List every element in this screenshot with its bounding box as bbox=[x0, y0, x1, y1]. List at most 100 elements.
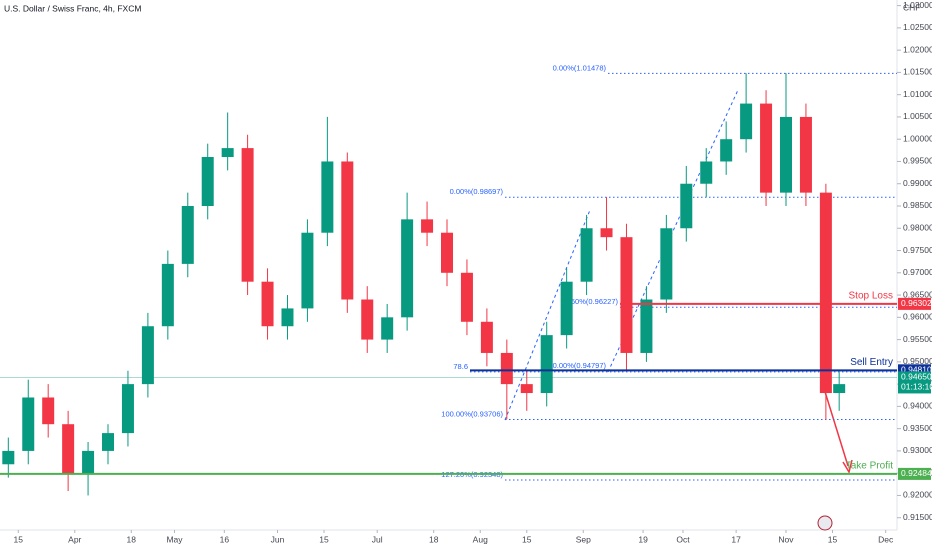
y-tick-label: 0.99000 bbox=[903, 178, 932, 188]
candle-body bbox=[700, 161, 713, 184]
candle-body bbox=[401, 219, 414, 318]
countdown: 01:13:10 bbox=[901, 382, 932, 392]
candle-body bbox=[760, 103, 773, 193]
y-tick-label: 0.97000 bbox=[903, 267, 932, 277]
candle-body bbox=[381, 317, 394, 340]
candle-body bbox=[62, 424, 75, 474]
x-tick-label: Jun bbox=[271, 534, 285, 544]
candle-body bbox=[660, 228, 673, 300]
candle-body bbox=[540, 335, 553, 394]
candle-body bbox=[261, 281, 274, 327]
fib-label: 78.60%(0.96227) bbox=[560, 297, 618, 306]
axis-unit: CHF bbox=[903, 2, 920, 12]
candle-body bbox=[560, 281, 573, 336]
arrow-head bbox=[842, 459, 853, 474]
x-tick-label: 17 bbox=[731, 534, 741, 544]
candle-body bbox=[620, 237, 633, 353]
y-tick-label: 0.93500 bbox=[903, 423, 932, 433]
candle-body bbox=[819, 192, 832, 394]
candle-body bbox=[321, 161, 334, 233]
y-tick-label: 1.01000 bbox=[903, 89, 932, 99]
candle-body bbox=[799, 116, 812, 193]
candle-body bbox=[201, 157, 214, 206]
x-tick-label: 15 bbox=[522, 534, 532, 544]
candle-body bbox=[833, 384, 846, 394]
y-tick-label: 0.93000 bbox=[903, 445, 932, 455]
last-price-tag bbox=[898, 371, 931, 394]
level-name: Stop Loss bbox=[849, 291, 893, 302]
x-tick-label: Apr bbox=[68, 534, 81, 544]
fib-label: 100.00%(0.93706) bbox=[441, 409, 503, 418]
x-tick-label: May bbox=[166, 534, 183, 544]
flag-icon[interactable] bbox=[817, 515, 833, 531]
y-tick-label: 0.99500 bbox=[903, 156, 932, 166]
level-name: Sell Entry bbox=[850, 357, 893, 368]
x-tick-label: 16 bbox=[220, 534, 230, 544]
y-tick-label: 0.94000 bbox=[903, 401, 932, 411]
x-tick-label: Dec bbox=[878, 534, 894, 544]
fib-anchor bbox=[504, 209, 591, 421]
x-tick-label: Jul bbox=[372, 534, 383, 544]
y-tick-label: 1.00500 bbox=[903, 111, 932, 121]
y-tick-label: 0.92000 bbox=[903, 490, 932, 500]
level-value: 0.96302 bbox=[901, 298, 932, 308]
x-tick-label: 15 bbox=[14, 534, 24, 544]
candle-body bbox=[281, 308, 294, 327]
y-tick-label: 0.95000 bbox=[903, 356, 932, 366]
candle-body bbox=[141, 326, 154, 385]
y-tick-label: 1.02000 bbox=[903, 44, 932, 54]
candle-body bbox=[600, 228, 613, 238]
chart-title: U.S. Dollar / Swiss Franc, 4h, FXCM bbox=[4, 3, 141, 13]
candle-body bbox=[500, 352, 513, 385]
x-tick-label: Aug bbox=[473, 534, 488, 544]
level-name: Take Profit bbox=[846, 461, 893, 472]
candle-body bbox=[82, 450, 95, 474]
y-tick-label: 0.98500 bbox=[903, 200, 932, 210]
candle-body bbox=[241, 148, 254, 282]
candle-body bbox=[779, 116, 792, 193]
level-tag bbox=[898, 467, 931, 480]
fib-label: 0.00%(0.98697) bbox=[450, 187, 504, 196]
candle-body bbox=[22, 397, 35, 451]
fib-label: 100.00%(0.94797) bbox=[544, 361, 606, 370]
last-price-value: 0.94650 bbox=[901, 372, 932, 382]
candle-body bbox=[221, 148, 234, 158]
candle-body bbox=[680, 183, 693, 229]
candle-body bbox=[421, 219, 434, 233]
candle-body bbox=[121, 384, 134, 434]
candle-body bbox=[640, 299, 653, 353]
y-tick-label: 0.91500 bbox=[903, 512, 932, 522]
level-value: 0.92484 bbox=[901, 468, 932, 478]
candle-body bbox=[740, 103, 753, 140]
candle-body bbox=[102, 433, 115, 451]
y-tick-label: 0.95500 bbox=[903, 334, 932, 344]
candle-body bbox=[161, 263, 174, 327]
candle-body bbox=[460, 272, 473, 322]
y-tick-label: 1.02500 bbox=[903, 22, 932, 32]
x-tick-label: Nov bbox=[778, 534, 794, 544]
y-tick-label: 0.96000 bbox=[903, 312, 932, 322]
x-tick-label: 18 bbox=[429, 534, 439, 544]
x-tick-label: 15 bbox=[319, 534, 329, 544]
y-tick-label: 0.97500 bbox=[903, 245, 932, 255]
fib-anchor bbox=[607, 89, 739, 373]
candle-body bbox=[341, 161, 354, 300]
y-tick-label: 1.01500 bbox=[903, 67, 932, 77]
x-tick-label: Oct bbox=[676, 534, 690, 544]
level-tag bbox=[898, 297, 931, 310]
candle-body bbox=[301, 232, 314, 309]
x-tick-label: Sep bbox=[576, 534, 591, 544]
candle-body bbox=[720, 139, 733, 162]
candle-body bbox=[42, 397, 55, 425]
candle-body bbox=[2, 450, 15, 465]
candle-body bbox=[441, 232, 454, 273]
candle-body bbox=[361, 299, 374, 340]
y-tick-label: 1.00000 bbox=[903, 133, 932, 143]
y-tick-label: 0.98000 bbox=[903, 223, 932, 233]
candle-body bbox=[580, 228, 593, 282]
candle-body bbox=[181, 205, 194, 264]
x-tick-label: 19 bbox=[638, 534, 648, 544]
y-tick-label: 1.03000 bbox=[903, 0, 932, 10]
y-tick-label: 0.96500 bbox=[903, 289, 932, 299]
